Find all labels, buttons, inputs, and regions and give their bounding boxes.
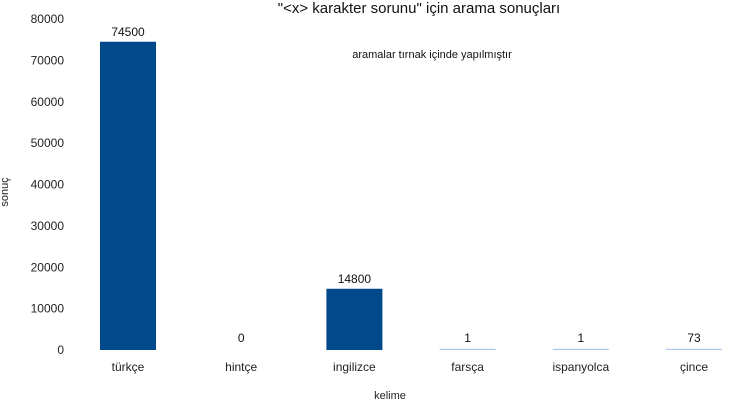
x-tick-label: farsça: [451, 360, 484, 374]
x-tick-label: hintçe: [225, 360, 257, 374]
y-tick-label: 40000: [31, 178, 65, 192]
y-tick-label: 20000: [31, 260, 65, 274]
x-tick-label: türkçe: [112, 360, 145, 374]
y-tick-label: 30000: [31, 219, 65, 233]
x-axis-label: kelime: [374, 390, 406, 400]
bar: [666, 348, 722, 350]
chart-title: "<x> karakter sorunu" için arama sonuçla…: [278, 0, 560, 17]
data-label: 73: [687, 331, 701, 345]
bar: [100, 41, 156, 350]
data-labels: 74500 0 14800 1 1 73: [111, 25, 701, 345]
bar: [552, 348, 609, 350]
y-tick-label: 80000: [31, 12, 65, 26]
data-label: 1: [464, 331, 471, 345]
chart-subtitle: aramalar tırnak içinde yapılmıştır: [352, 49, 512, 61]
x-tick-label: ingilizce: [333, 360, 376, 374]
data-label: 74500: [111, 25, 145, 39]
bar: [439, 348, 496, 350]
y-tick-label: 50000: [31, 136, 65, 150]
y-axis: 0 10000 20000 30000 40000 50000 60000 70000 8000…: [31, 12, 65, 357]
y-axis-label: sonuç: [0, 177, 11, 207]
data-label: 0: [238, 331, 245, 345]
x-tick-label: çince: [680, 360, 708, 374]
y-tick-label: 10000: [31, 302, 65, 316]
y-tick-label: 60000: [31, 95, 65, 109]
x-axis: türkçe hintçe ingilizce farsça ispanyolca çin…: [112, 360, 709, 374]
y-tick-label: 70000: [31, 53, 65, 67]
bar: [326, 288, 383, 350]
x-tick-label: ispanyolca: [552, 360, 609, 374]
data-label: 14800: [338, 272, 372, 286]
data-label: 1: [577, 331, 584, 345]
y-tick-label: 0: [57, 343, 64, 357]
bars: [100, 41, 722, 350]
